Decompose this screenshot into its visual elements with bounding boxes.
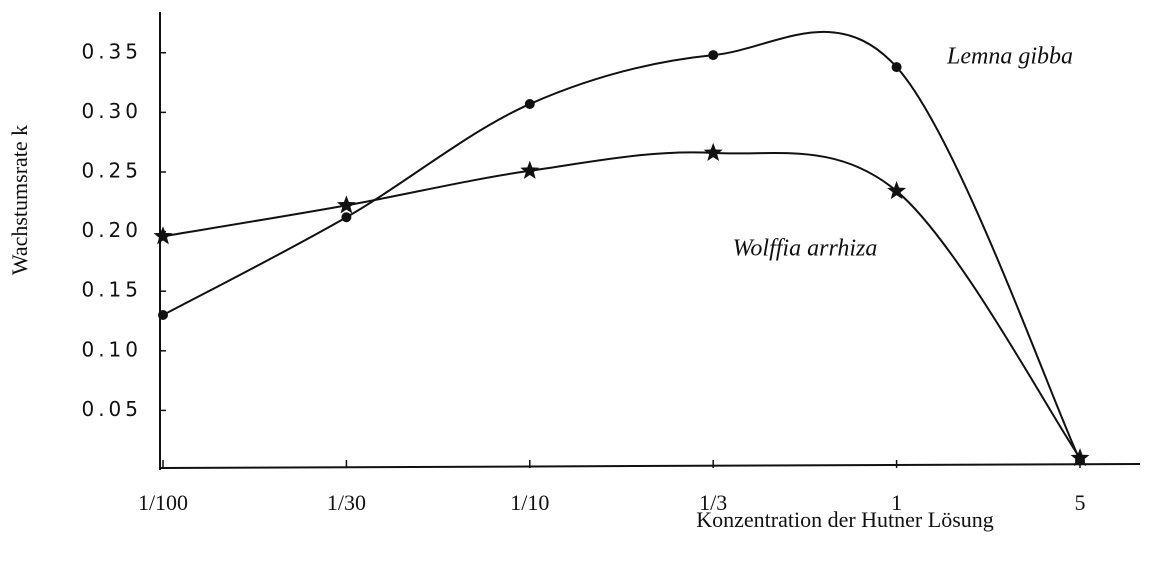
y-tick-label: 0.30 <box>81 99 142 123</box>
dot-marker <box>341 212 352 223</box>
y-tick-label: 0.10 <box>81 337 142 361</box>
x-tick-label: 1/3 <box>699 490 727 515</box>
series-line <box>162 151 1081 459</box>
dot-marker <box>158 310 168 321</box>
star-marker <box>336 195 356 214</box>
x-axis-label: Konzentration der Hutner Lösung <box>696 507 994 532</box>
series-line <box>162 30 1081 461</box>
dot-marker <box>708 50 719 61</box>
y-tick-label: 0.15 <box>81 278 142 302</box>
dot-marker <box>524 99 535 110</box>
x-tick-label: 5 <box>1075 490 1086 515</box>
x-tick-label: 1 <box>891 490 902 515</box>
x-tick-label: 1/30 <box>327 490 366 515</box>
star-marker <box>153 226 173 245</box>
dot-marker <box>891 62 902 73</box>
x-tick-label: 1/10 <box>510 490 549 515</box>
y-tick-label: 0.20 <box>81 218 142 242</box>
y-axis-label: Wachstumsrate k <box>7 125 32 275</box>
x-tick-label: 1/100 <box>138 490 188 515</box>
star-marker <box>703 142 723 161</box>
x-axis <box>159 463 1141 469</box>
star-marker <box>887 181 907 200</box>
y-tick-label: 0.05 <box>81 397 142 421</box>
y-tick-label: 0.25 <box>81 158 142 182</box>
star-marker <box>520 160 540 179</box>
y-tick-label: 0.35 <box>81 39 142 63</box>
series-annotation: Lemna gibba <box>946 44 1073 70</box>
series-annotation: Wolffia arrhiza <box>733 236 878 262</box>
star-marker <box>1070 448 1090 467</box>
